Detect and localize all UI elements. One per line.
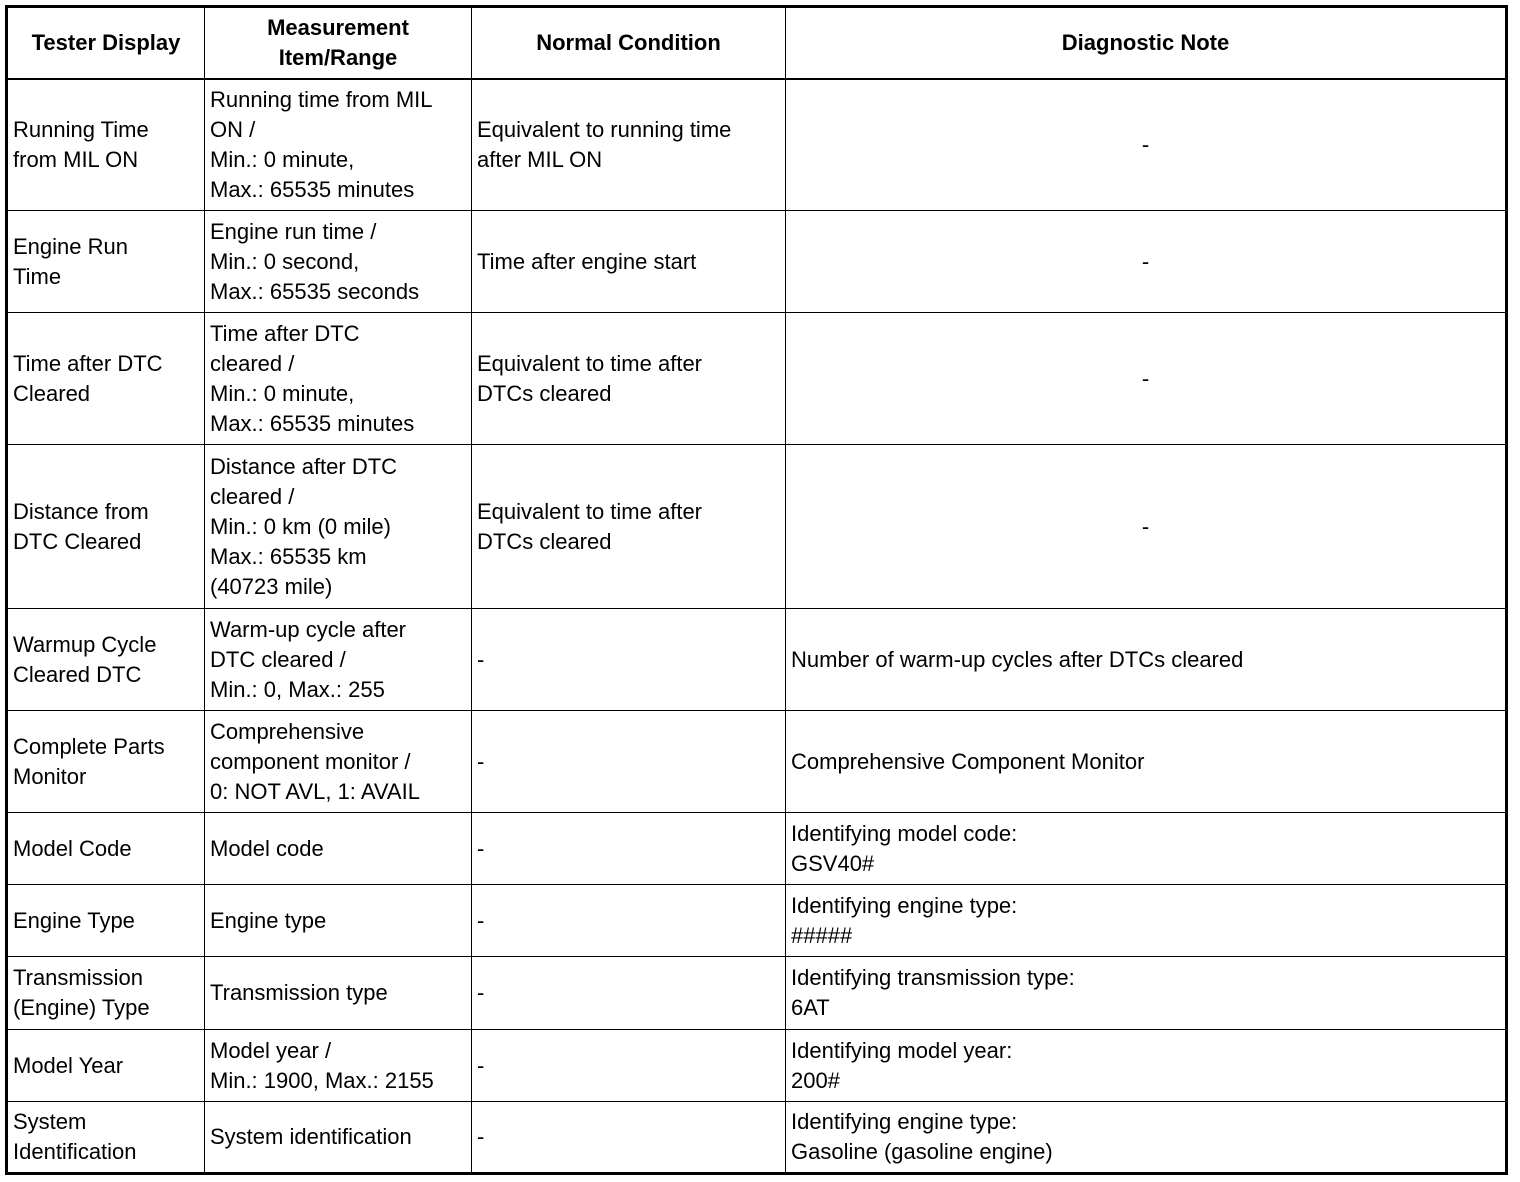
normal-condition-cell: -	[471, 608, 786, 711]
table-row: Engine Run Time Engine run time / Min.: 0…	[6, 210, 1507, 313]
table-row: Engine Type Engine type - Identifying engin…	[6, 884, 1507, 957]
diagnostic-note-cell: Number of warm-up cycles after DTCs clea…	[785, 608, 1507, 711]
normal-condition-cell: -	[471, 1029, 786, 1102]
measurement-range-cell: Comprehensive component monitor / 0: NOT…	[204, 710, 472, 813]
table-row: Transmission (Engine) Type Transmission t…	[6, 956, 1507, 1030]
diagnostic-note-cell: Identifying engine type: #####	[785, 884, 1507, 957]
data-table: Tester Display Measurement Item/Range No…	[5, 5, 1508, 1175]
tester-display-cell: Engine Type	[6, 884, 205, 957]
measurement-range-cell: Engine type	[204, 884, 472, 957]
tester-display-cell: Distance from DTC Cleared	[6, 444, 205, 609]
diagnostic-note-cell: Identifying engine type: Gasoline (gasol…	[785, 1101, 1507, 1174]
tester-display-cell: Time after DTC Cleared	[6, 312, 205, 445]
header-diagnostic-note: Diagnostic Note	[785, 6, 1507, 80]
table-row: System Identification System identificati…	[6, 1101, 1507, 1174]
tester-display-cell: Complete Parts Monitor	[6, 710, 205, 813]
tester-display-cell: Running Time from MIL ON	[6, 78, 205, 211]
header-tester-display: Tester Display	[6, 6, 205, 80]
diagnostic-note-cell: -	[785, 312, 1507, 445]
tester-display-cell: System Identification	[6, 1101, 205, 1174]
table-row: Model Year Model year / Min.: 1900, Max.:…	[6, 1029, 1507, 1102]
header-normal-condition: Normal Condition	[471, 6, 786, 80]
diagnostic-note-cell: Identifying transmission type: 6AT	[785, 956, 1507, 1030]
header-measurement-item: Measurement Item/Range	[204, 6, 472, 80]
header-row: Tester Display Measurement Item/Range No…	[6, 6, 1507, 80]
measurement-range-cell: Transmission type	[204, 956, 472, 1030]
tester-display-cell: Model Year	[6, 1029, 205, 1102]
diagnostic-note-cell: -	[785, 444, 1507, 609]
normal-condition-cell: Equivalent to time after DTCs cleared	[471, 312, 786, 445]
normal-condition-cell: -	[471, 884, 786, 957]
measurement-range-cell: Distance after DTC cleared / Min.: 0 km …	[204, 444, 472, 609]
tester-display-cell: Transmission (Engine) Type	[6, 956, 205, 1030]
tester-display-cell: Model Code	[6, 812, 205, 885]
tester-display-cell: Warmup Cycle Cleared DTC	[6, 608, 205, 711]
diagnostic-note-cell: Comprehensive Component Monitor	[785, 710, 1507, 813]
normal-condition-cell: Equivalent to time after DTCs cleared	[471, 444, 786, 609]
measurement-range-cell: Model code	[204, 812, 472, 885]
normal-condition-cell: -	[471, 710, 786, 813]
table-row: Time after DTC Cleared Time after DTC cle…	[6, 312, 1507, 445]
diagnostic-note-cell: Identifying model year: 200#	[785, 1029, 1507, 1102]
normal-condition-cell: -	[471, 812, 786, 885]
table-row: Running Time from MIL ON Running time fro…	[6, 78, 1507, 211]
diagnostic-note-cell: -	[785, 78, 1507, 211]
diagnostic-note-cell: -	[785, 210, 1507, 313]
measurement-range-cell: Time after DTC cleared / Min.: 0 minute,…	[204, 312, 472, 445]
table-row: Distance from DTC Cleared Distance after …	[6, 444, 1507, 609]
measurement-range-cell: System identification	[204, 1101, 472, 1174]
measurement-range-cell: Running time from MIL ON / Min.: 0 minut…	[204, 78, 472, 211]
measurement-range-cell: Model year / Min.: 1900, Max.: 2155	[204, 1029, 472, 1102]
diagnostic-note-cell: Identifying model code: GSV40#	[785, 812, 1507, 885]
normal-condition-cell: -	[471, 1101, 786, 1174]
table-row: Model Code Model code - Identifying model c…	[6, 812, 1507, 885]
normal-condition-cell: Equivalent to running time after MIL ON	[471, 78, 786, 211]
tester-display-cell: Engine Run Time	[6, 210, 205, 313]
measurement-range-cell: Warm-up cycle after DTC cleared / Min.: …	[204, 608, 472, 711]
normal-condition-cell: -	[471, 956, 786, 1030]
normal-condition-cell: Time after engine start	[471, 210, 786, 313]
measurement-range-cell: Engine run time / Min.: 0 second, Max.: …	[204, 210, 472, 313]
table-row: Warmup Cycle Cleared DTC Warm-up cycle af…	[6, 608, 1507, 711]
table-row: Complete Parts Monitor Comprehensive comp…	[6, 710, 1507, 813]
